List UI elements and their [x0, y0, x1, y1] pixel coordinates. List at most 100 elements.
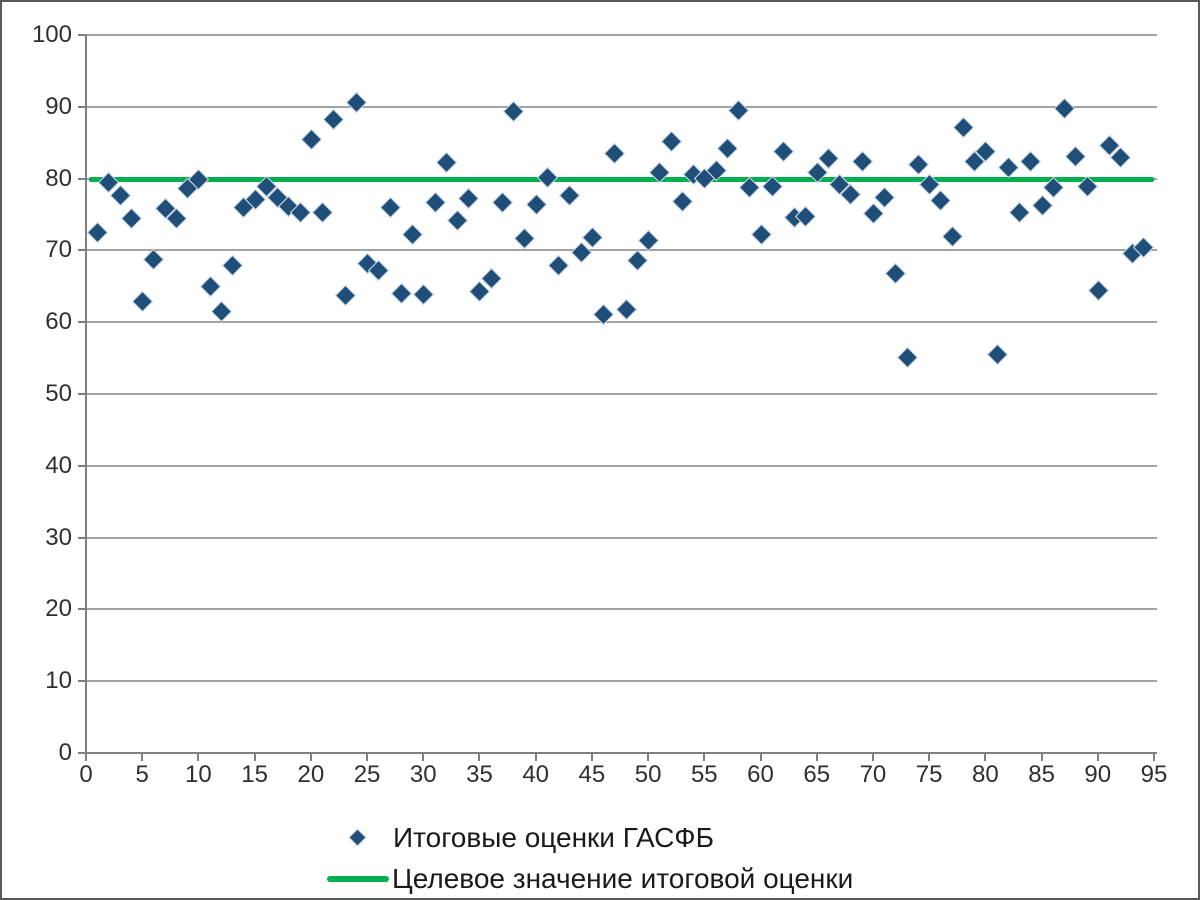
- data-point: [952, 116, 974, 138]
- x-axis-tick-label: 65: [803, 761, 831, 788]
- x-axis-tick: [928, 753, 931, 761]
- y-axis-tick: [78, 249, 86, 252]
- data-point: [323, 108, 345, 131]
- data-point: [446, 209, 469, 231]
- data-point: [1020, 150, 1042, 172]
- x-axis-tick-label: 50: [634, 761, 662, 788]
- data-point: [199, 276, 221, 298]
- x-axis-tick: [590, 753, 593, 761]
- data-point: [1065, 145, 1087, 167]
- data-point: [435, 151, 457, 174]
- x-axis-tick: [815, 753, 818, 761]
- legend-target-line-icon: [327, 876, 389, 882]
- y-axis-tick-label: 50: [45, 380, 72, 407]
- data-point: [514, 228, 536, 250]
- y-axis-tick: [78, 536, 86, 539]
- legend-scatter-marker-icon: [348, 828, 367, 847]
- y-axis-tick: [78, 177, 86, 180]
- x-axis-tick: [309, 753, 312, 761]
- data-point: [413, 284, 435, 306]
- x-axis-tick-label: 15: [241, 761, 268, 788]
- x-axis-tick: [647, 753, 650, 761]
- x-axis-tick-label: 0: [79, 761, 93, 788]
- x-axis-tick: [253, 753, 256, 761]
- x-axis-tick: [871, 753, 874, 761]
- data-point: [862, 202, 885, 225]
- data-point: [87, 222, 109, 244]
- gridline: [86, 321, 1157, 324]
- data-point: [491, 191, 514, 213]
- y-axis-tick-label: 30: [45, 523, 72, 551]
- x-axis-tick: [759, 753, 762, 761]
- gridline: [86, 249, 1157, 252]
- data-point: [401, 223, 424, 245]
- data-point: [941, 225, 963, 248]
- data-point: [660, 130, 682, 152]
- y-axis-tick-label: 0: [58, 739, 72, 766]
- gridline: [86, 393, 1157, 395]
- x-axis-tick-label: 75: [915, 761, 943, 788]
- data-point: [615, 298, 637, 320]
- data-point: [907, 154, 930, 176]
- data-point: [604, 142, 626, 164]
- y-axis-tick: [78, 608, 86, 611]
- y-axis-tick: [78, 34, 86, 36]
- x-axis-tick-label: 35: [466, 761, 493, 788]
- x-axis-tick: [703, 753, 706, 761]
- y-axis-tick: [78, 393, 86, 395]
- data-point: [379, 197, 401, 219]
- x-axis-tick-label: 45: [578, 761, 606, 788]
- data-point: [120, 207, 143, 230]
- data-point: [750, 223, 772, 245]
- data-point: [345, 92, 367, 114]
- x-axis-tick: [366, 753, 369, 761]
- data-point: [986, 343, 1008, 365]
- y-axis-tick-label: 20: [45, 595, 72, 623]
- data-point: [772, 140, 795, 162]
- data-point: [716, 137, 738, 159]
- data-point: [311, 202, 334, 224]
- gridline: [86, 105, 1157, 108]
- x-axis-tick: [984, 753, 987, 761]
- x-axis-tick-label: 55: [690, 761, 718, 788]
- data-point: [143, 248, 165, 271]
- data-point: [851, 151, 873, 173]
- gridline: [86, 536, 1157, 539]
- legend-label-series: Итоговые оценки ГАСФБ: [393, 822, 714, 853]
- y-axis-tick: [78, 464, 86, 467]
- data-point: [536, 167, 559, 189]
- data-point: [930, 190, 952, 212]
- data-point: [548, 255, 570, 277]
- y-axis-tick-label: 70: [45, 236, 72, 264]
- x-axis-tick-label: 90: [1084, 761, 1112, 788]
- data-point: [424, 191, 446, 213]
- x-axis-tick: [197, 753, 200, 761]
- data-point: [503, 100, 525, 123]
- x-axis-tick-label: 10: [185, 761, 212, 788]
- x-axis-tick-label: 80: [972, 761, 999, 788]
- data-point: [896, 347, 918, 369]
- x-axis-tick-label: 5: [135, 761, 149, 788]
- y-axis-tick-label: 10: [45, 667, 72, 695]
- data-point: [727, 99, 750, 121]
- data-point: [210, 301, 232, 323]
- y-axis-tick: [78, 321, 86, 324]
- data-point: [637, 230, 660, 252]
- data-point: [559, 185, 581, 207]
- legend-label-target: Целевое значение итоговой оценки: [392, 863, 854, 894]
- y-axis-tick: [78, 105, 86, 108]
- data-point: [626, 249, 648, 271]
- y-axis-tick-label: 90: [45, 92, 72, 120]
- gridline: [86, 680, 1157, 683]
- x-axis-tick-label: 20: [297, 761, 325, 788]
- x-axis-tick: [534, 753, 537, 761]
- data-point: [334, 284, 356, 307]
- x-axis-tick: [141, 753, 144, 761]
- x-axis-tick-label: 30: [409, 761, 437, 788]
- x-axis-tick-label: 85: [1028, 761, 1055, 788]
- data-point: [300, 129, 322, 151]
- data-point: [874, 187, 896, 209]
- y-axis-tick: [78, 680, 86, 683]
- y-axis-tick-label: 40: [45, 451, 72, 479]
- gridline: [86, 608, 1157, 611]
